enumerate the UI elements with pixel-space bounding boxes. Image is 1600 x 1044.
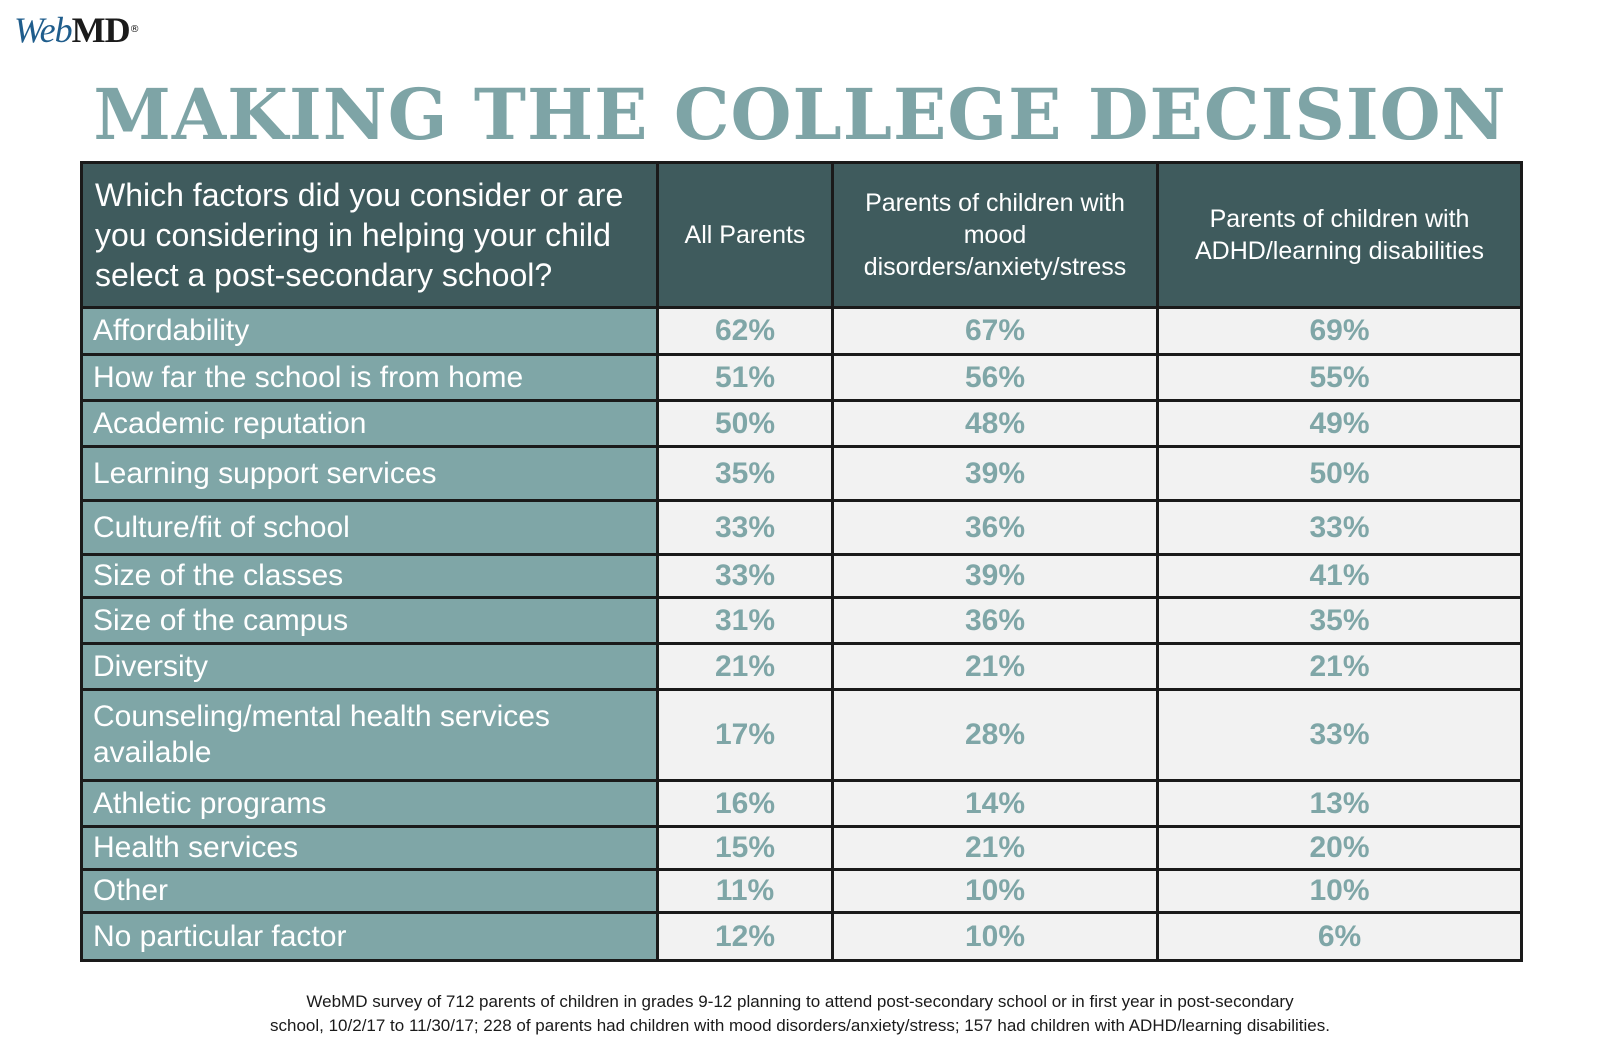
row-label: Academic reputation bbox=[83, 402, 659, 448]
value-cell: 31% bbox=[659, 599, 834, 645]
page-title: MAKING THE COLLEGE DECISION bbox=[93, 73, 1507, 156]
value-cell: 56% bbox=[834, 356, 1159, 402]
value-cell: 16% bbox=[659, 782, 834, 828]
value-cell: 15% bbox=[659, 828, 834, 871]
value-cell: 35% bbox=[1159, 599, 1520, 645]
value-cell: 33% bbox=[1159, 502, 1520, 556]
value-cell: 10% bbox=[834, 871, 1159, 914]
row-label: Size of the classes bbox=[83, 556, 659, 599]
survey-footnote: WebMD survey of 712 parents of children … bbox=[150, 990, 1450, 1038]
value-cell: 33% bbox=[659, 502, 834, 556]
value-cell: 20% bbox=[1159, 828, 1520, 871]
value-cell: 21% bbox=[659, 645, 834, 691]
value-cell: 62% bbox=[659, 309, 834, 356]
column-header-1: All Parents bbox=[659, 164, 834, 309]
value-cell: 35% bbox=[659, 448, 834, 502]
logo-trademark: ® bbox=[129, 24, 140, 35]
value-cell: 28% bbox=[834, 691, 1159, 782]
row-label: How far the school is from home bbox=[83, 356, 659, 402]
logo-web-text: Web bbox=[14, 10, 73, 50]
value-cell: 39% bbox=[834, 556, 1159, 599]
row-label: Counseling/mental health services availa… bbox=[83, 691, 659, 782]
value-cell: 50% bbox=[659, 402, 834, 448]
row-label: Learning support services bbox=[83, 448, 659, 502]
survey-table: Which factors did you consider or are yo… bbox=[80, 161, 1523, 962]
value-cell: 36% bbox=[834, 599, 1159, 645]
value-cell: 55% bbox=[1159, 356, 1520, 402]
value-cell: 39% bbox=[834, 448, 1159, 502]
row-label: No particular factor bbox=[83, 914, 659, 959]
question-header: Which factors did you consider or are yo… bbox=[83, 164, 659, 309]
value-cell: 67% bbox=[834, 309, 1159, 356]
value-cell: 17% bbox=[659, 691, 834, 782]
value-cell: 33% bbox=[659, 556, 834, 599]
row-label: Size of the campus bbox=[83, 599, 659, 645]
row-label: Affordability bbox=[83, 309, 659, 356]
value-cell: 13% bbox=[1159, 782, 1520, 828]
row-label: Athletic programs bbox=[83, 782, 659, 828]
footnote-line-2: school, 10/2/17 to 11/30/17; 228 of pare… bbox=[270, 1016, 1330, 1035]
value-cell: 21% bbox=[834, 828, 1159, 871]
row-label: Other bbox=[83, 871, 659, 914]
webmd-logo: WebMD® bbox=[14, 10, 140, 50]
value-cell: 14% bbox=[834, 782, 1159, 828]
value-cell: 41% bbox=[1159, 556, 1520, 599]
value-cell: 49% bbox=[1159, 402, 1520, 448]
value-cell: 36% bbox=[834, 502, 1159, 556]
value-cell: 10% bbox=[834, 914, 1159, 959]
footnote-line-1: WebMD survey of 712 parents of children … bbox=[306, 992, 1294, 1011]
value-cell: 11% bbox=[659, 871, 834, 914]
value-cell: 12% bbox=[659, 914, 834, 959]
value-cell: 6% bbox=[1159, 914, 1520, 959]
column-header-3: Parents of children with ADHD/learning d… bbox=[1159, 164, 1520, 309]
value-cell: 69% bbox=[1159, 309, 1520, 356]
value-cell: 50% bbox=[1159, 448, 1520, 502]
row-label: Culture/fit of school bbox=[83, 502, 659, 556]
value-cell: 21% bbox=[834, 645, 1159, 691]
value-cell: 21% bbox=[1159, 645, 1520, 691]
value-cell: 51% bbox=[659, 356, 834, 402]
value-cell: 10% bbox=[1159, 871, 1520, 914]
value-cell: 33% bbox=[1159, 691, 1520, 782]
value-cell: 48% bbox=[834, 402, 1159, 448]
logo-md-text: MD bbox=[71, 10, 131, 50]
column-header-2: Parents of children with mood disorders/… bbox=[834, 164, 1159, 309]
row-label: Diversity bbox=[83, 645, 659, 691]
row-label: Health services bbox=[83, 828, 659, 871]
